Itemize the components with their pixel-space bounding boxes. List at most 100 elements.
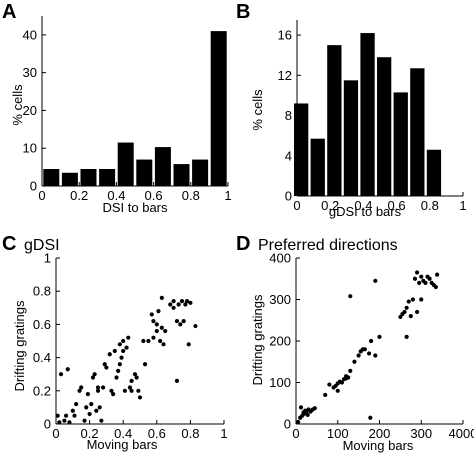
- panel-c-x-tick-label: 0.8: [181, 426, 199, 441]
- panel-b-x-tick-label: 0: [293, 198, 300, 213]
- panel-d-point: [423, 280, 428, 285]
- panel-c-point: [179, 299, 185, 304]
- panel-d-point: [323, 392, 328, 398]
- panel-d-point: [419, 274, 424, 279]
- panel-c-point: [146, 338, 151, 344]
- panel-d-x-tick-label: 100: [327, 426, 349, 441]
- panel-b-bar: [294, 103, 309, 196]
- panel-d-point: [368, 415, 373, 420]
- panel-b-bar: [360, 33, 375, 197]
- panel-c-y-tick-label: 0.8: [33, 284, 51, 299]
- panel-d-y-tick-label: 300: [269, 292, 291, 307]
- panel-c-point: [188, 300, 193, 305]
- panel-d-point: [344, 374, 349, 379]
- panel-c-point: [85, 392, 91, 397]
- panel-b-y-tick-label: 12: [278, 68, 292, 83]
- panel-a-y-tick-label: 20: [23, 103, 37, 118]
- panel-c-point: [181, 318, 186, 324]
- panel-d-point: [406, 299, 411, 304]
- panel-b-x-tick-label: 0.4: [354, 198, 372, 213]
- panel-c-y-tick-label: 0.4: [33, 350, 51, 365]
- panel-d-point: [298, 405, 304, 410]
- panel-d-axes: 0 100 200 300 4000 0 100 200 300 400: [269, 251, 474, 442]
- panel-c-point: [116, 368, 121, 373]
- panel-c-point: [102, 362, 107, 367]
- panel-c-point: [159, 325, 164, 330]
- panel-b-letter: B: [236, 1, 250, 23]
- panel-c-point: [95, 388, 101, 393]
- panel-b-xlabel: gDSI to bars: [329, 204, 402, 219]
- panel-b-bar: [310, 138, 325, 196]
- panel-c-point: [193, 323, 198, 329]
- panel-a-x-tick-label: 0: [38, 188, 45, 203]
- panel-d-point: [410, 297, 415, 302]
- panel-b-y-tick-label: 16: [278, 28, 292, 43]
- panel-d-point: [402, 309, 407, 315]
- panel-a-x-tick-label: 0.6: [145, 188, 163, 203]
- panel-c-point: [112, 348, 117, 354]
- panel-d-letter: D: [236, 233, 250, 255]
- panel-c-point: [117, 362, 122, 367]
- panel-c-point: [129, 388, 134, 393]
- panel-d-point: [404, 334, 409, 339]
- panel-a-bar: [154, 147, 171, 186]
- panel-b-ylabel: % cells: [250, 89, 265, 131]
- panel-d-point: [348, 368, 353, 373]
- panel-b-y-tick-label: 4: [285, 148, 292, 163]
- panel-c-y-tick-label: 1: [44, 251, 51, 266]
- panel-c-point: [142, 362, 148, 367]
- panel-c-point: [119, 355, 124, 360]
- panel-d-point: [435, 272, 440, 277]
- panel-c-point: [122, 388, 127, 393]
- panel-c-point: [99, 418, 104, 423]
- panel-d-point: [398, 314, 403, 320]
- panel-d-y-tick-label: 400: [269, 251, 291, 266]
- panel-c-point: [107, 352, 112, 357]
- panel-d-point: [373, 278, 378, 283]
- panel-b-y-tick-label: 8: [285, 108, 292, 123]
- panel-c-point: [184, 299, 190, 304]
- panel-b-axes: 0 0.2 0.4 0.6 0.8 1 0 4 8 12 16: [278, 20, 467, 213]
- panel-d-point: [295, 419, 301, 425]
- panel-d-point: [339, 380, 345, 385]
- panel-a-bar: [136, 159, 153, 186]
- panel-c-point: [121, 348, 126, 354]
- panel-d-point: [305, 412, 310, 417]
- panel-c-point: [174, 378, 180, 383]
- panel-d-x-tick-label: 200: [369, 426, 391, 441]
- panel-c-xlabel: Moving bars: [87, 437, 158, 452]
- panel-c-point: [70, 408, 75, 413]
- panel-b-bar: [393, 92, 408, 196]
- panel-c-point: [154, 322, 159, 327]
- panel-a-bar: [80, 169, 97, 186]
- panel-c-point: [55, 413, 60, 418]
- panel-a-y-tick-label: 0: [30, 179, 37, 194]
- panel-c-point: [84, 405, 89, 410]
- panel-c-point: [74, 401, 79, 407]
- panel-c-point: [132, 372, 138, 377]
- panel-c-point: [90, 375, 96, 380]
- panel-c-axes: 0 0.2 0.4 0.6 0.8 1 0 0.2 0.4 0.6 0.8 1: [33, 251, 228, 442]
- panel-c-y-tick-label: 0: [44, 417, 51, 432]
- panel-d-point: [419, 297, 424, 302]
- panel-c-point: [171, 305, 176, 310]
- panel-c-point: [92, 372, 97, 377]
- panel-a-bar: [173, 164, 190, 186]
- panel-c-point: [171, 299, 176, 304]
- panel-c-point: [149, 312, 154, 317]
- panel-c-point: [111, 392, 116, 397]
- panel-a-bar: [192, 159, 209, 186]
- panel-b: B 0 0.2 0.4 0.6 0.8 1 0 4 8 12 16 gDSI to bars % c…: [236, 1, 467, 219]
- panel-c-x-tick-label: 1: [220, 426, 227, 441]
- panel-c-point: [178, 322, 183, 327]
- panel-a-bar: [99, 169, 116, 186]
- panel-c-point: [186, 342, 191, 347]
- panel-c-point: [134, 375, 139, 380]
- panel-c-x-tick-label: 0.4: [114, 426, 132, 441]
- panel-a-ylabel: % cells: [10, 84, 25, 126]
- panel-d-point: [327, 382, 332, 387]
- panel-a-y-tick-label: 40: [23, 27, 37, 42]
- panel-c-point: [158, 338, 163, 344]
- panel-b-bar: [426, 149, 442, 196]
